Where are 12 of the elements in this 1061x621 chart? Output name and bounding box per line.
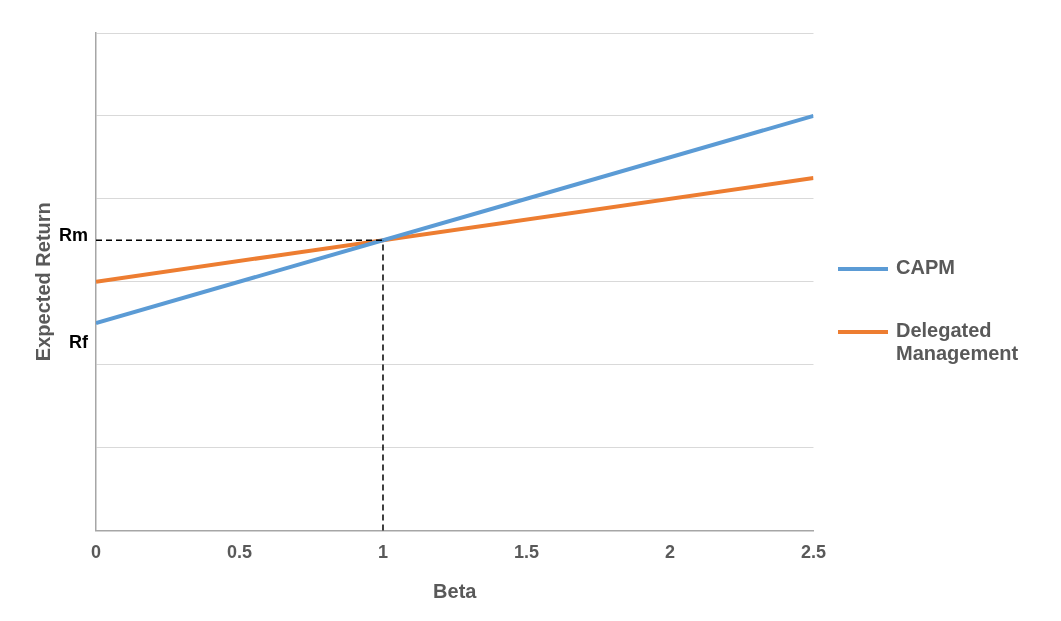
y-axis-title: Expected Return [31, 202, 54, 362]
x-axis-title: Beta [433, 579, 478, 602]
legend-label: CAPM [896, 256, 955, 279]
ref-line-label: Rm [58, 225, 88, 246]
x-tick-label: 2.5 [800, 542, 826, 563]
x-tick-label: 0.5 [226, 542, 253, 563]
x-tick-label: 0 [90, 542, 102, 563]
x-tick-label: 2 [664, 542, 675, 563]
x-tick-label: 1.5 [513, 542, 540, 563]
x-tick-label: 1 [377, 542, 388, 563]
annotation: Rf [69, 332, 89, 353]
legend-label: Delegated Management [896, 319, 1020, 365]
